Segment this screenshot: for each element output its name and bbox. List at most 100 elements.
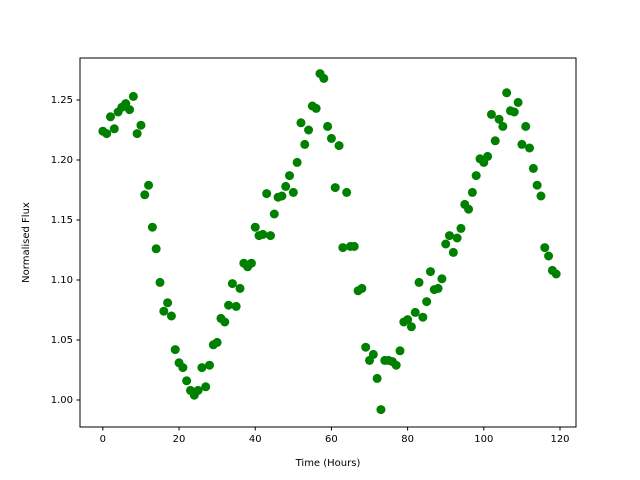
point — [471, 171, 481, 181]
point — [304, 125, 314, 135]
point — [288, 187, 298, 197]
point — [536, 191, 546, 201]
x-tick-label: 60 — [325, 434, 338, 445]
point — [224, 300, 234, 310]
point — [235, 283, 245, 293]
point — [357, 283, 367, 293]
point — [125, 105, 135, 115]
point — [159, 306, 169, 316]
point — [277, 191, 287, 201]
point — [193, 385, 203, 395]
point — [486, 109, 496, 119]
point — [494, 114, 504, 124]
point — [144, 180, 154, 190]
point — [376, 405, 386, 415]
point — [265, 231, 275, 241]
point — [406, 322, 416, 332]
point — [532, 180, 542, 190]
x-tick-label: 100 — [474, 434, 493, 445]
x-tick-label: 40 — [249, 434, 262, 445]
point — [490, 136, 500, 146]
point — [109, 124, 119, 134]
y-axis-label: Normalised Flux — [21, 202, 32, 283]
point — [422, 297, 432, 307]
point — [441, 239, 451, 249]
point — [410, 307, 420, 317]
point — [395, 346, 405, 356]
point — [300, 139, 310, 149]
y-tick-label: 1.00 — [51, 395, 73, 406]
point — [182, 376, 192, 386]
point — [509, 107, 519, 117]
point — [163, 298, 173, 308]
point — [448, 247, 458, 257]
point — [323, 121, 333, 131]
point — [467, 187, 477, 197]
point — [521, 121, 531, 131]
point — [502, 88, 512, 98]
point — [342, 187, 352, 197]
point — [525, 143, 535, 153]
point — [414, 277, 424, 287]
point — [201, 382, 211, 392]
point — [483, 151, 493, 161]
y-tick-label: 1.15 — [51, 215, 73, 226]
x-tick-label: 120 — [550, 434, 569, 445]
point — [132, 129, 142, 139]
point — [227, 279, 237, 289]
point — [197, 363, 207, 373]
x-tick-label: 80 — [401, 434, 414, 445]
point — [433, 283, 443, 293]
point — [361, 342, 371, 352]
point — [418, 312, 428, 322]
point — [212, 337, 222, 347]
y-tick-label: 1.25 — [51, 95, 73, 106]
point — [102, 129, 112, 139]
point — [166, 311, 176, 321]
point — [544, 251, 554, 261]
point — [296, 118, 306, 128]
y-tick-label: 1.05 — [51, 335, 73, 346]
point — [105, 112, 115, 122]
point — [258, 229, 268, 239]
point — [330, 183, 340, 193]
point — [285, 171, 295, 181]
point — [368, 349, 378, 359]
point — [292, 157, 302, 167]
point — [262, 189, 272, 199]
point — [551, 269, 561, 279]
point — [464, 204, 474, 214]
point — [372, 373, 382, 383]
point — [452, 233, 462, 243]
point — [338, 243, 348, 253]
x-tick-label: 20 — [173, 434, 186, 445]
point — [246, 258, 256, 268]
point — [540, 243, 550, 253]
point — [136, 120, 146, 130]
axes-frame — [79, 57, 577, 428]
point — [140, 190, 150, 200]
point — [220, 317, 230, 327]
point — [391, 360, 401, 370]
point — [178, 363, 188, 373]
point — [269, 209, 279, 219]
point — [250, 222, 260, 232]
point — [403, 315, 413, 325]
point — [319, 73, 329, 83]
point — [281, 181, 291, 191]
point — [498, 121, 508, 131]
point — [205, 360, 215, 370]
y-tick-label: 1.10 — [51, 275, 73, 286]
point — [437, 274, 447, 284]
point — [334, 141, 344, 151]
point — [170, 345, 180, 355]
point — [147, 222, 157, 232]
point — [528, 163, 538, 173]
point — [425, 267, 435, 277]
y-tick-label: 1.20 — [51, 155, 73, 166]
point — [445, 231, 455, 241]
point — [311, 103, 321, 113]
point — [456, 223, 466, 233]
point — [155, 277, 165, 287]
